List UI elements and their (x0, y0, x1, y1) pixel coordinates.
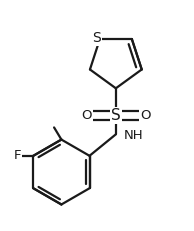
Text: F: F (14, 149, 21, 162)
Text: O: O (81, 109, 92, 122)
Text: S: S (111, 108, 121, 123)
Text: O: O (140, 109, 150, 122)
Text: S: S (92, 31, 101, 45)
Text: NH: NH (124, 129, 144, 142)
